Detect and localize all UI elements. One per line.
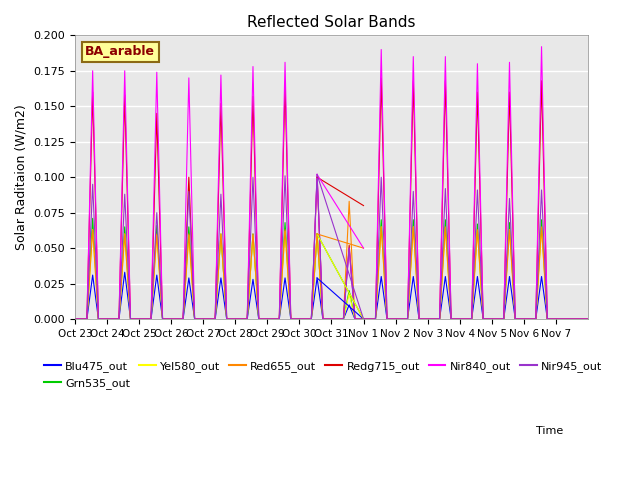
Text: Time: Time: [536, 426, 563, 436]
Y-axis label: Solar Raditaion (W/m2): Solar Raditaion (W/m2): [15, 104, 28, 250]
Text: BA_arable: BA_arable: [85, 45, 156, 58]
Legend: Blu475_out, Grn535_out, Yel580_out, Red655_out, Redg715_out, Nir840_out, Nir945_: Blu475_out, Grn535_out, Yel580_out, Red6…: [40, 357, 607, 393]
Title: Reflected Solar Bands: Reflected Solar Bands: [247, 15, 416, 30]
